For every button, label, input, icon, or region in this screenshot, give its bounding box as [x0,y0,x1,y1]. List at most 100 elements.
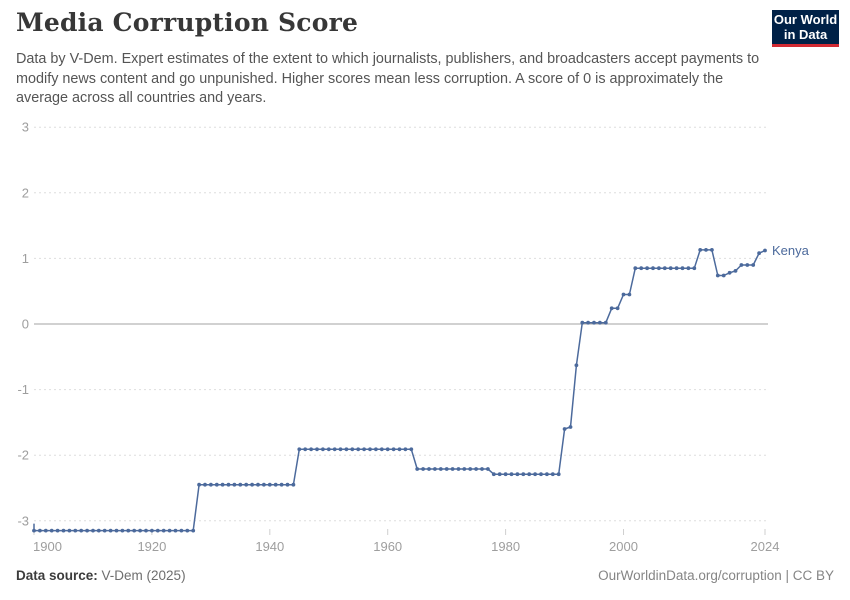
data-point[interactable] [580,320,585,325]
data-point[interactable] [85,528,89,533]
data-point[interactable] [291,482,296,487]
data-point[interactable] [574,363,579,368]
data-point[interactable] [480,467,484,471]
data-point[interactable] [686,266,691,271]
data-point[interactable] [309,447,313,452]
data-point[interactable] [332,447,337,452]
data-point[interactable] [273,482,278,487]
data-point[interactable] [757,251,761,256]
data-point[interactable] [209,482,213,487]
data-point[interactable] [79,528,84,533]
data-point[interactable] [438,467,443,471]
data-point[interactable] [721,273,726,278]
data-point[interactable] [55,528,60,533]
data-point[interactable] [692,266,697,271]
data-point[interactable] [114,528,119,533]
data-point[interactable] [32,528,36,533]
data-point[interactable] [739,263,744,267]
data-point[interactable] [326,447,331,452]
data-point[interactable] [568,425,573,429]
data-point[interactable] [621,292,626,297]
data-point[interactable] [132,528,137,533]
data-point[interactable] [486,467,490,471]
data-point[interactable] [503,472,508,477]
data-point[interactable] [462,467,467,471]
data-point[interactable] [214,482,219,487]
data-point[interactable] [73,528,78,533]
data-point[interactable] [144,528,148,533]
data-point[interactable] [421,467,425,471]
data-point[interactable] [244,482,249,487]
data-point[interactable] [633,266,638,271]
data-point[interactable] [226,482,231,487]
data-point[interactable] [61,528,66,533]
data-point[interactable] [715,273,720,278]
data-point[interactable] [344,447,349,452]
data-point[interactable] [321,447,325,452]
data-point[interactable] [533,472,537,477]
data-point[interactable] [662,266,667,271]
data-point[interactable] [415,467,420,471]
data-point[interactable] [49,528,54,533]
data-point[interactable] [338,447,343,452]
owid-logo[interactable]: Our World in Data [772,10,839,47]
data-point[interactable] [403,447,408,452]
data-point[interactable] [651,266,655,271]
data-point[interactable] [598,320,602,325]
data-point[interactable] [733,269,738,273]
data-point[interactable] [191,528,196,533]
data-point[interactable] [150,528,154,533]
data-point[interactable] [427,467,431,471]
data-point[interactable] [474,467,478,471]
data-point[interactable] [657,266,661,271]
data-point[interactable] [509,472,514,477]
data-point[interactable] [539,472,543,477]
data-point[interactable] [668,266,673,271]
data-point[interactable] [391,447,396,452]
data-point[interactable] [698,248,703,252]
data-point[interactable] [433,467,437,471]
data-point[interactable] [562,427,567,431]
data-point[interactable] [527,472,532,477]
data-point[interactable] [220,482,225,487]
data-point[interactable] [232,482,237,487]
data-point[interactable] [397,447,402,452]
data-point[interactable] [385,447,390,452]
data-point[interactable] [409,447,414,452]
data-point[interactable] [521,472,526,477]
data-point[interactable] [704,248,708,252]
data-point[interactable] [550,472,555,477]
data-point[interactable] [627,292,632,297]
data-point[interactable] [303,447,308,452]
data-point[interactable] [238,482,243,487]
data-point[interactable] [374,447,378,452]
series-label[interactable]: Kenya [772,243,810,258]
data-point[interactable] [674,266,679,271]
data-point[interactable] [285,482,290,487]
data-point[interactable] [173,528,178,533]
data-point[interactable] [745,263,750,267]
data-point[interactable] [356,447,361,452]
data-point[interactable] [545,472,549,477]
data-point[interactable] [727,270,732,275]
data-point[interactable] [456,467,461,471]
data-point[interactable] [368,447,372,452]
data-point[interactable] [615,306,620,311]
data-point[interactable] [763,248,767,253]
series-line[interactable] [34,249,766,532]
data-point[interactable] [91,528,95,533]
data-point[interactable] [161,528,166,533]
data-point[interactable] [556,472,561,477]
data-point[interactable] [138,528,143,533]
data-point[interactable] [102,528,107,533]
data-point[interactable] [262,482,266,487]
data-point[interactable] [38,528,42,533]
owid-url-link[interactable]: OurWorldinData.org/corruption [598,568,782,583]
data-point[interactable] [279,482,284,487]
data-point[interactable] [609,306,614,311]
data-point[interactable] [710,248,714,252]
data-point[interactable] [108,528,113,533]
data-point[interactable] [250,482,255,487]
data-point[interactable] [468,467,473,471]
data-point[interactable] [167,528,172,533]
